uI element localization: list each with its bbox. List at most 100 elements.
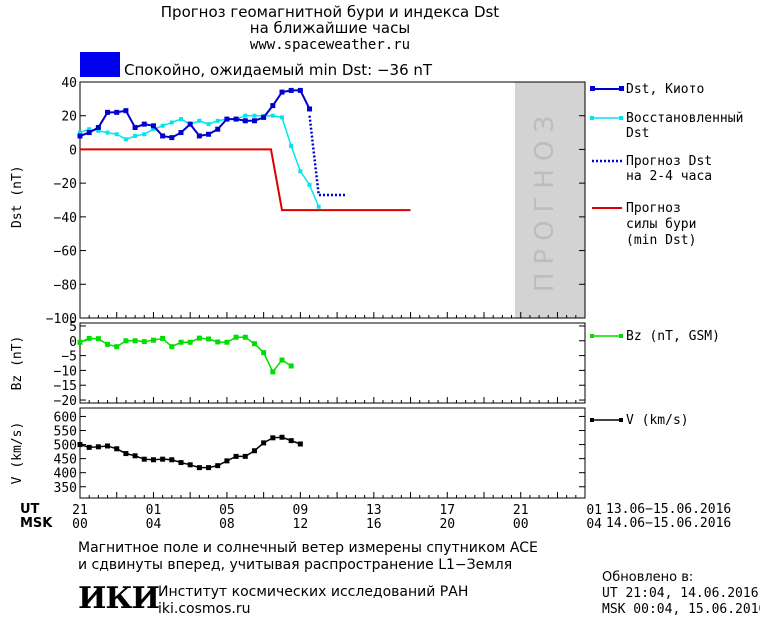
dst-kyoto-point: [297, 87, 303, 93]
dst-kyoto-point: [215, 126, 221, 132]
dst-marks: [77, 87, 411, 212]
dst-forecast-line: [308, 115, 347, 197]
bz-panel: 50−5−10−15−20: [54, 320, 586, 409]
dst-restored-point: [298, 169, 303, 174]
bz-line: [79, 336, 292, 374]
xtick-label-msk: 00: [513, 517, 529, 532]
bz-panel-frame: [79, 322, 586, 404]
msk-date-range: 14.06−15.06.2016: [606, 516, 732, 531]
dst-restored-point: [289, 144, 294, 149]
bz-point: [288, 363, 294, 369]
ytick-label: −20: [54, 394, 77, 409]
ytick-label: 20: [61, 110, 77, 125]
institute-url[interactable]: iki.cosmos.ru: [158, 601, 251, 617]
ytick-label: −15: [54, 379, 77, 394]
v-point: [196, 465, 202, 471]
xtick-label-ut: 09: [293, 503, 309, 518]
institute-name: Институт космических исследований РАН: [158, 584, 469, 600]
dst-restored-point: [206, 122, 211, 127]
v-marks: [77, 434, 303, 471]
v-point: [77, 442, 83, 448]
dst-restored-point: [270, 113, 275, 118]
dst-yticks: 40 20 0 −20 −40 −60 −80 −100: [46, 76, 585, 327]
ytick-label: −40: [54, 211, 77, 226]
bz-point: [123, 338, 129, 344]
xtick-label-ut: 21: [513, 503, 529, 518]
xtick-label-ut: 01: [146, 503, 162, 518]
bz-point: [132, 338, 138, 344]
msk-row-label: MSK: [20, 516, 53, 531]
legend-label-dst-kyoto: Dst, Киото: [626, 82, 705, 97]
dst-kyoto-point: [114, 109, 120, 115]
dst-kyoto-point: [288, 87, 294, 93]
legend-item-dst-restored: [590, 116, 623, 120]
site-url: www.spaceweather.ru: [249, 37, 411, 53]
legend-label-storm-forecast-2: силы бури: [626, 217, 697, 232]
bz-point: [196, 335, 202, 341]
v-point: [160, 456, 166, 462]
dst-restored-point: [105, 130, 110, 135]
dst-kyoto-point: [150, 123, 156, 129]
ytick-label: 550: [54, 425, 77, 440]
bz-marks: [77, 334, 294, 375]
bz-point: [86, 335, 92, 341]
storm-forecast-line: [80, 148, 411, 212]
xtick-label-ut: 17: [439, 503, 455, 518]
bz-yticks: 50−5−10−15−20: [54, 320, 585, 409]
legend-label-storm-forecast-1: Прогноз: [626, 201, 681, 216]
ytick-label: −60: [54, 245, 77, 260]
xtick-label-ut: 05: [219, 503, 235, 518]
dst-kyoto-point: [261, 114, 267, 120]
dst-kyoto-point: [307, 106, 313, 112]
forecast-band-label: ПРОГНОЗ: [530, 108, 560, 292]
status-text: Спокойно, ожидаемый min Dst: −36 nT: [124, 61, 433, 79]
legend-label-dst-restored-2: Dst: [626, 126, 650, 141]
bz-point: [160, 335, 166, 341]
legend-label-dst-forecast-2: на 2-4 часа: [626, 169, 713, 184]
v-point: [105, 443, 111, 449]
dst-restored-point: [160, 123, 165, 128]
dst-restored-point: [78, 130, 82, 135]
v-point: [178, 460, 184, 466]
dst-kyoto-point: [224, 116, 230, 122]
xtick-label-msk: 20: [439, 517, 455, 532]
legend-item-bz: [590, 334, 623, 338]
dst-kyoto-point: [270, 103, 276, 109]
v-point: [270, 435, 276, 441]
bz-point: [105, 341, 111, 347]
v-point: [123, 451, 129, 457]
v-point: [297, 441, 303, 447]
bz-point: [242, 334, 248, 340]
dst-kyoto-point: [132, 125, 138, 131]
dst-kyoto-point: [187, 121, 193, 127]
ytick-label: 600: [54, 410, 77, 425]
dst-kyoto-point: [160, 133, 166, 139]
bz-point: [270, 369, 276, 375]
bz-point: [215, 339, 221, 345]
ytick-label: 0: [69, 335, 77, 350]
dst-restored-point: [87, 127, 92, 132]
bz-point: [77, 339, 83, 345]
dst-kyoto-point: [279, 89, 285, 95]
bz-ylabel: Bz (nT): [10, 335, 25, 391]
dst-restored-point: [151, 127, 156, 132]
v-point: [224, 458, 230, 464]
ytick-label: −5: [61, 350, 77, 365]
dst-ylabel: Dst (nT): [10, 165, 25, 228]
legend-item-dst-kyoto: [590, 86, 624, 91]
bz-point: [206, 336, 212, 342]
v-point: [187, 462, 193, 468]
xtick-label-msk: 16: [366, 517, 382, 532]
dst-panel: 40 20 0 −20 −40 −60 −80 −100: [46, 76, 586, 327]
bz-point: [224, 339, 230, 345]
ytick-label: −20: [54, 177, 77, 192]
ytick-label: 500: [54, 439, 77, 454]
legend: [590, 86, 624, 422]
bz-point: [169, 344, 175, 350]
iki-logo: ИКИ: [78, 581, 160, 616]
v-point: [261, 440, 267, 446]
dst-kyoto-point: [196, 133, 202, 139]
